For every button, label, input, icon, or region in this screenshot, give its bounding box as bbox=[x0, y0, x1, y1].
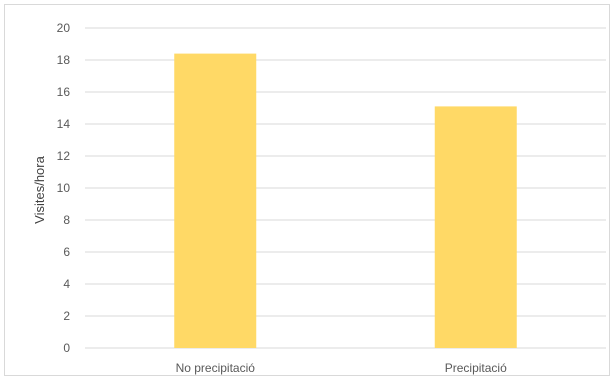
y-tick-label: 2 bbox=[63, 309, 70, 323]
bars bbox=[174, 53, 517, 349]
y-tick-label: 0 bbox=[63, 341, 70, 355]
y-tick-label: 16 bbox=[57, 85, 71, 99]
bar-1 bbox=[434, 106, 517, 349]
y-axis-title: Visites/hora bbox=[32, 155, 47, 223]
gridlines bbox=[85, 27, 606, 349]
y-tick-label: 14 bbox=[57, 117, 71, 131]
y-tick-label: 6 bbox=[63, 245, 70, 259]
y-tick-label: 8 bbox=[63, 213, 70, 227]
y-tick-label: 20 bbox=[57, 21, 71, 35]
bar-0 bbox=[174, 53, 257, 348]
y-tick-label: 4 bbox=[63, 277, 70, 291]
y-tick-label: 10 bbox=[57, 181, 71, 195]
x-tick-labels: No precipitació Precipitació bbox=[176, 361, 508, 375]
y-tick-labels: 0 2 4 6 8 10 12 14 16 18 20 bbox=[57, 21, 71, 355]
x-tick-label: No precipitació bbox=[176, 361, 256, 375]
y-tick-label: 12 bbox=[57, 149, 71, 163]
x-tick-label: Precipitació bbox=[445, 361, 507, 375]
y-tick-label: 18 bbox=[57, 53, 71, 67]
